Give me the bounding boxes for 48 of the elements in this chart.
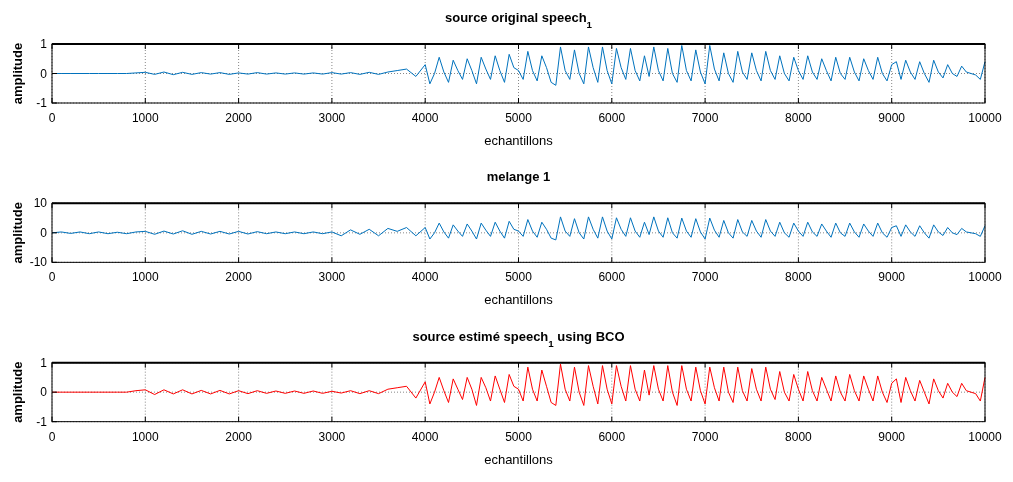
x-tick-label: 7000 — [691, 429, 719, 444]
y-tick-label: 0 — [40, 385, 48, 400]
x-tick-label: 6000 — [598, 111, 626, 125]
x-tick-label: 8000 — [785, 270, 813, 285]
x-tick-label: 8000 — [785, 111, 813, 125]
x-tick-label: 3000 — [318, 270, 346, 285]
x-tick-label: 5000 — [505, 111, 533, 125]
chart-title: melange 1 — [486, 169, 551, 185]
x-axis-title: echantillons — [484, 292, 554, 308]
y-axis-title: amplitude — [10, 202, 25, 264]
x-tick-label: 3000 — [318, 429, 346, 444]
x-tick-label: 10000 — [968, 111, 1003, 125]
x-tick-label: 2000 — [225, 429, 253, 444]
x-axis-title: echantillons — [484, 133, 554, 148]
y-tick-label: 1 — [40, 355, 48, 370]
x-tick-label: 10000 — [968, 270, 1003, 285]
x-tick-label: 3000 — [318, 111, 346, 125]
y-tick-label: 0 — [40, 225, 48, 240]
y-tick-label: -1 — [36, 96, 48, 110]
y-tick-label: 1 — [40, 37, 48, 51]
x-axis-title: echantillons — [484, 451, 554, 467]
x-tick-label: 7000 — [691, 111, 719, 125]
y-tick-label: -1 — [36, 414, 48, 429]
x-tick-label: 6000 — [598, 270, 626, 285]
x-tick-label: 4000 — [411, 270, 439, 285]
x-tick-label: 6000 — [598, 429, 626, 444]
x-tick-label: 8000 — [785, 429, 813, 444]
x-tick-label: 9000 — [878, 111, 906, 125]
x-tick-label: 7000 — [691, 270, 719, 285]
chart-title: source original speech$_{1}$ — [444, 10, 593, 30]
x-tick-label: 10000 — [968, 429, 1003, 444]
x-tick-label: 1000 — [131, 429, 159, 444]
y-tick-label: -10 — [29, 255, 48, 270]
x-tick-label: 1000 — [131, 111, 159, 125]
x-tick-label: 2000 — [225, 111, 253, 125]
y-tick-label: 10 — [33, 196, 48, 211]
x-tick-label: 4000 — [411, 111, 439, 125]
x-tick-label: 1000 — [131, 270, 159, 285]
y-tick-label: 0 — [40, 66, 48, 81]
chart-title: source estimé speech$_{1}$ using BCO — [412, 328, 625, 349]
x-tick-label: 9000 — [878, 429, 906, 444]
y-axis-title: amplitude — [10, 361, 25, 423]
x-tick-label: 4000 — [411, 429, 439, 444]
x-tick-label: 5000 — [505, 270, 533, 285]
x-tick-label: 5000 — [505, 429, 533, 444]
x-tick-label: 9000 — [878, 270, 906, 285]
y-axis-title: amplitude — [10, 42, 25, 105]
x-tick-label: 2000 — [225, 270, 253, 285]
